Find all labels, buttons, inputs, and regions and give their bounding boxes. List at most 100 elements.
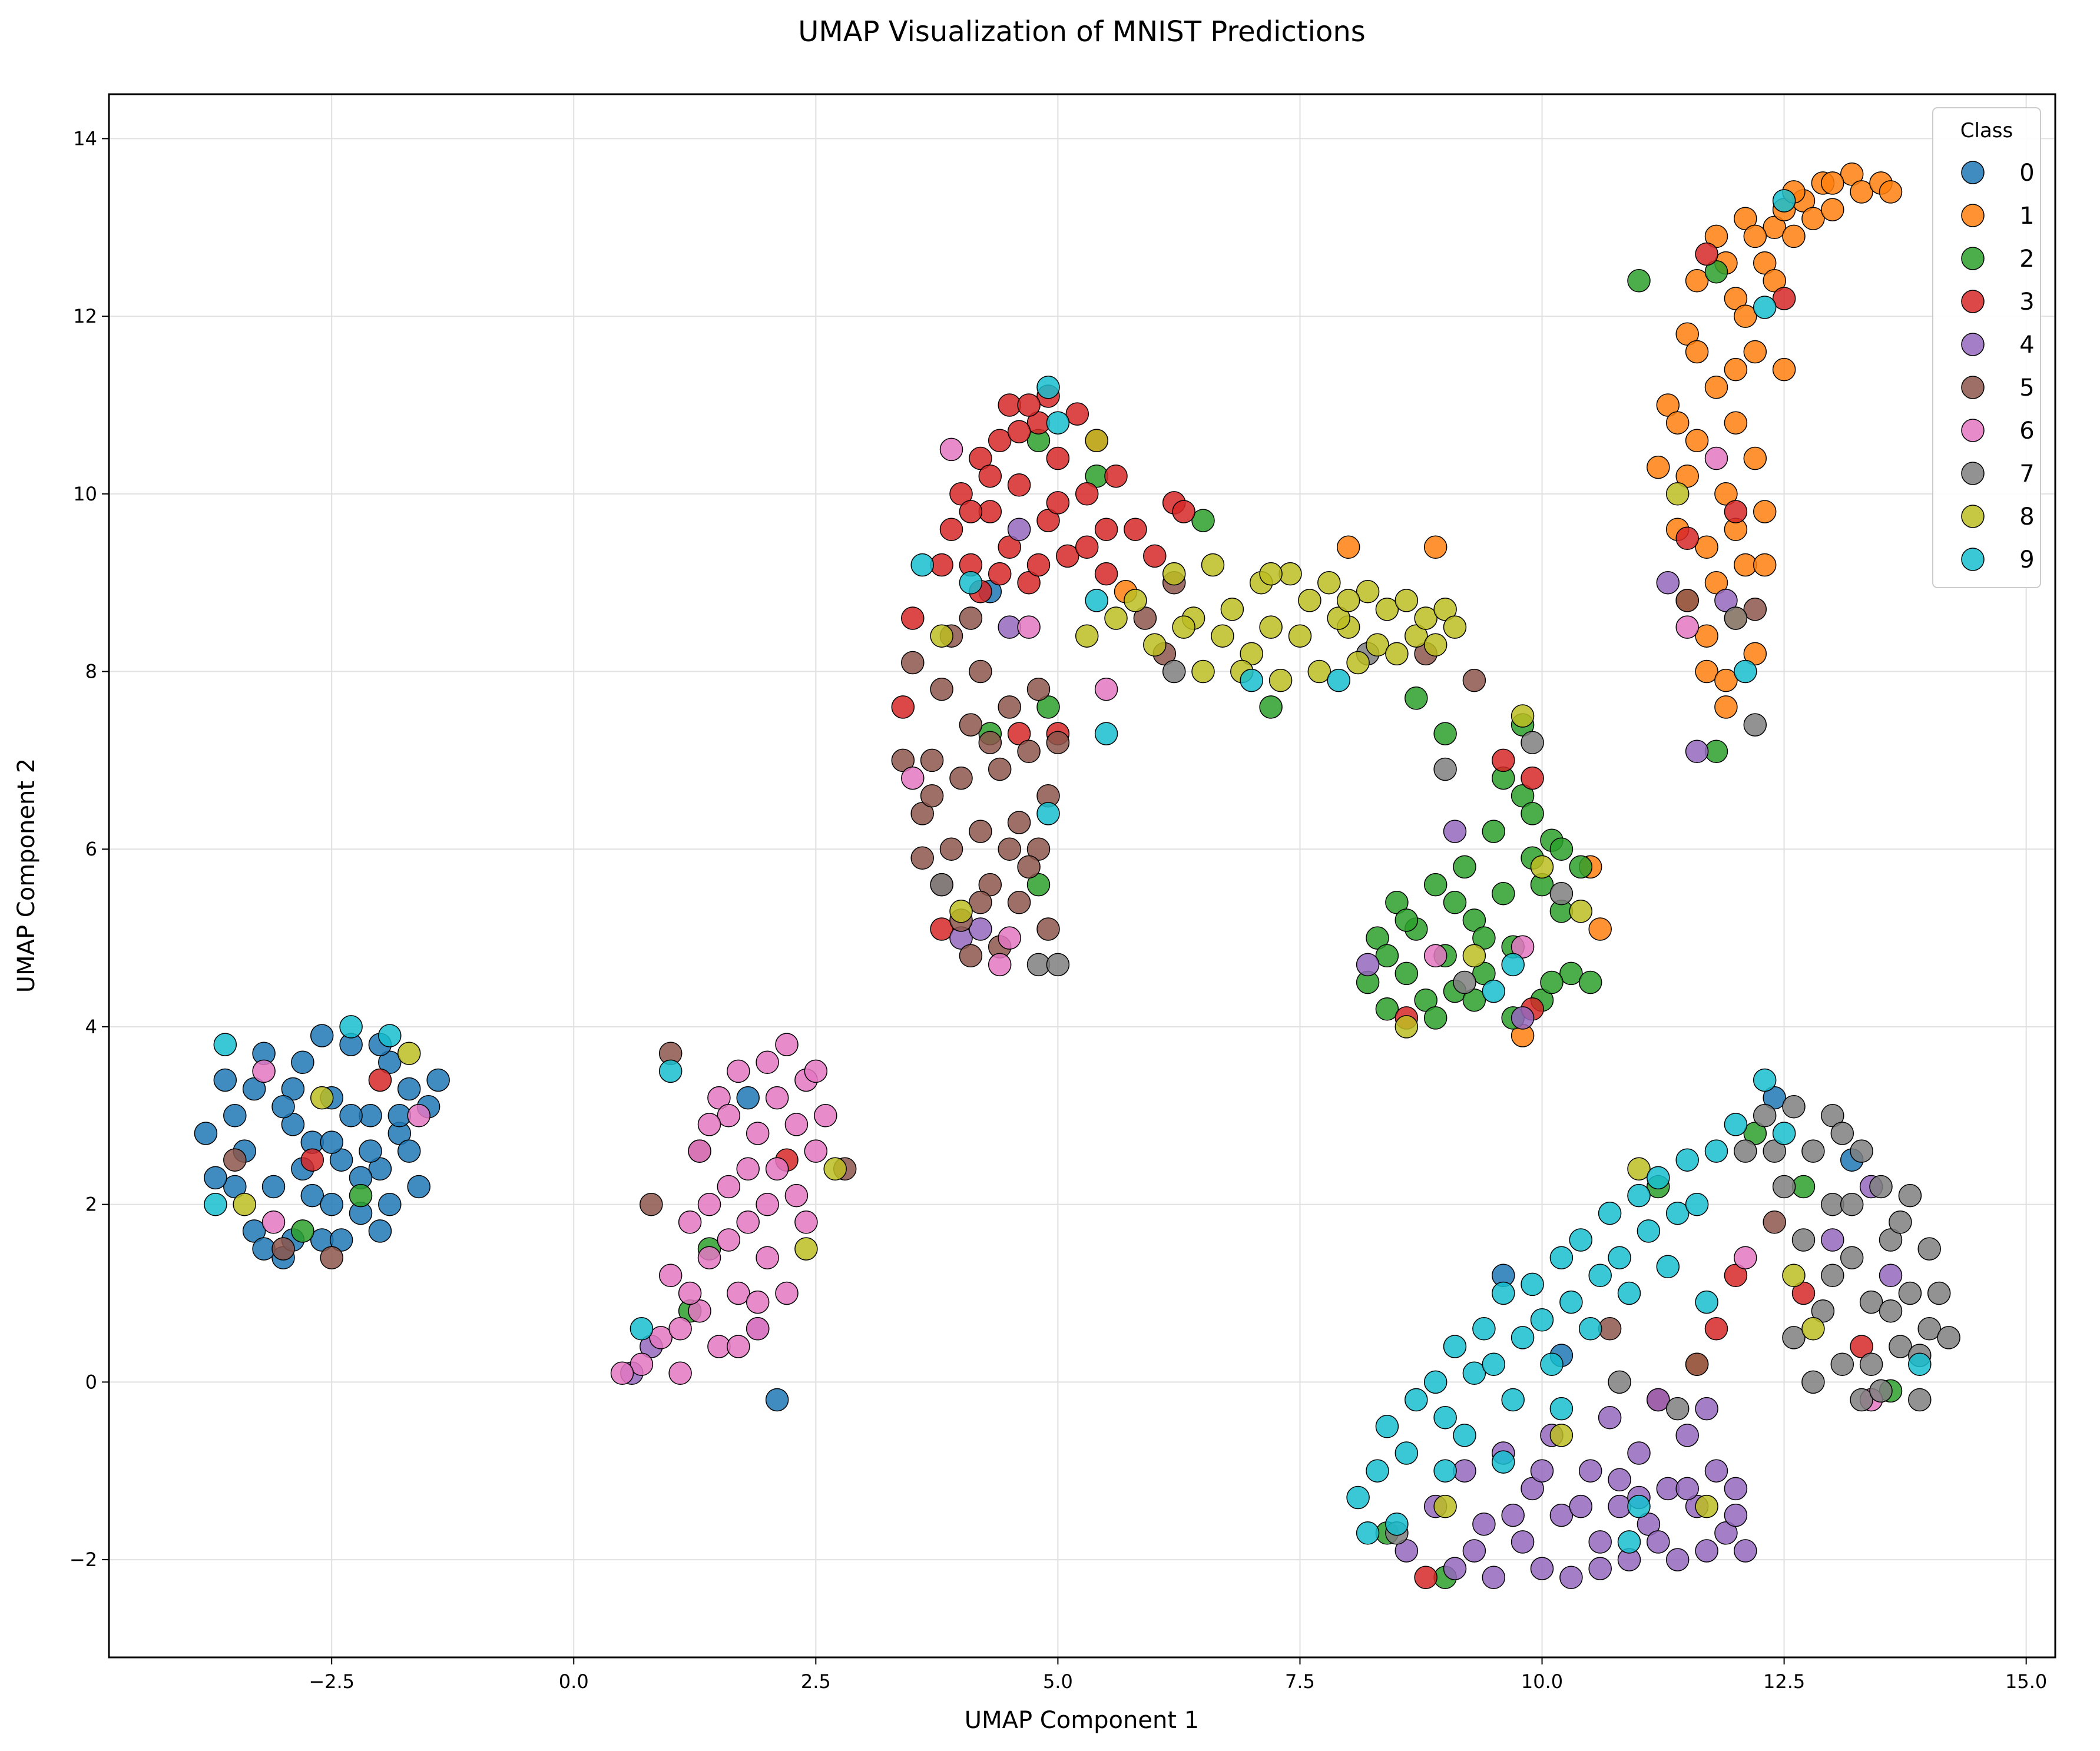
class-8-point [1143,633,1167,657]
class-9-point [1366,1459,1389,1483]
class-8-point [1366,633,1389,657]
class-5-point [959,606,983,630]
class-3-point [949,482,973,506]
class-6-point [697,1246,721,1269]
class-9-point [1482,1352,1506,1376]
class-3-point [1704,1317,1728,1341]
class-4-point [1501,1503,1525,1527]
class-4-point [1472,1512,1496,1536]
class-5-point [1675,589,1699,612]
class-4-point [1637,1512,1661,1536]
class-2-point [1443,891,1467,914]
class-1-point [1685,340,1709,364]
class-7-point [1840,1192,1864,1216]
class-4-point [1521,1477,1544,1501]
class-7-point [1801,1370,1825,1394]
class-6-point [630,1352,654,1376]
class-1-point [1743,446,1767,470]
class-5-point [910,802,934,825]
class-9-point [910,553,934,577]
class-2-point [1462,988,1486,1012]
x-tick-label: 7.5 [1285,1670,1315,1693]
class-7-point [1433,757,1457,781]
class-3-point [1124,518,1147,541]
class-6-point [775,1033,799,1056]
class-2-point [1559,961,1583,986]
class-7-point [1898,1183,1922,1208]
y-tick-label: −2 [69,1548,97,1571]
class-0-point [339,1104,363,1127]
class-9-point [1656,1255,1680,1279]
class-7-point [1801,1139,1825,1163]
class-6-point [746,1317,770,1341]
class-2-point [1462,908,1486,932]
class-2-point [1521,802,1544,825]
class-6-point [678,1211,702,1234]
class-1-point [1753,553,1777,577]
class-2-point [1511,784,1535,808]
class-3-point [901,606,925,630]
class-3-point [1492,748,1515,772]
class-5-point [1743,598,1767,621]
class-4-point [1511,1530,1535,1554]
class-9-point [1675,1148,1699,1172]
class-5-point [969,820,992,843]
class-8-point [1211,624,1234,648]
class-2-point [1453,855,1476,879]
legend-label-3: 3 [2019,288,2034,316]
x-tick-label: −2.5 [309,1670,355,1693]
class-9-point [1753,1068,1777,1092]
class-3-point [1007,722,1031,745]
class-8-point [930,624,953,648]
class-2-point [1395,961,1419,986]
class-3-point [1026,553,1051,577]
class-3-point [1075,535,1099,559]
class-2-point [349,1183,373,1208]
class-9-point [1772,189,1796,213]
class-2-point [1492,881,1515,906]
class-2-point [1036,695,1060,719]
class-2-point [1259,695,1283,719]
class-9-point [959,571,983,595]
legend-label-8: 8 [2019,503,2034,530]
class-0-point [329,1228,353,1252]
class-9-point [1695,1290,1718,1314]
class-1-point [1656,393,1680,417]
class-3-point [1075,482,1099,506]
class-7-point [1908,1388,1932,1412]
class-9-point [339,1015,363,1039]
class-8-point [1423,633,1448,657]
class-1-point [1763,215,1786,240]
class-8-point [949,900,973,923]
class-9-point [1462,1361,1486,1385]
class-1-point [1879,180,1903,204]
class-7-point [1453,970,1476,994]
class-1-point [1821,171,1844,195]
class-4-point [1462,1539,1486,1563]
legend-marker-1 [1961,204,1985,227]
class-7-point [1763,1139,1786,1163]
y-tick-label: 0 [85,1371,97,1393]
class-3-point [368,1068,392,1092]
y-tick-label: 14 [73,127,97,150]
class-6-point [668,1361,692,1385]
class-9-point [1327,668,1350,692]
class-5-point [930,677,953,701]
class-9-point [1647,1166,1670,1190]
class-3-point [1094,562,1118,586]
class-0-point [368,1157,392,1181]
class-1-point [1704,224,1728,248]
y-axis-label: UMAP Component 2 [13,758,40,993]
class-4-point [1482,1566,1506,1589]
class-5-point [939,837,963,861]
legend-label-9: 9 [2019,546,2034,573]
class-4-point [1647,1530,1670,1554]
class-6-point [717,1175,741,1199]
class-2-point [1191,509,1215,532]
class-3-point [1695,242,1718,266]
scatter-points [194,163,1960,1589]
class-1-point [1647,455,1670,479]
class-4-point [1588,1530,1612,1554]
